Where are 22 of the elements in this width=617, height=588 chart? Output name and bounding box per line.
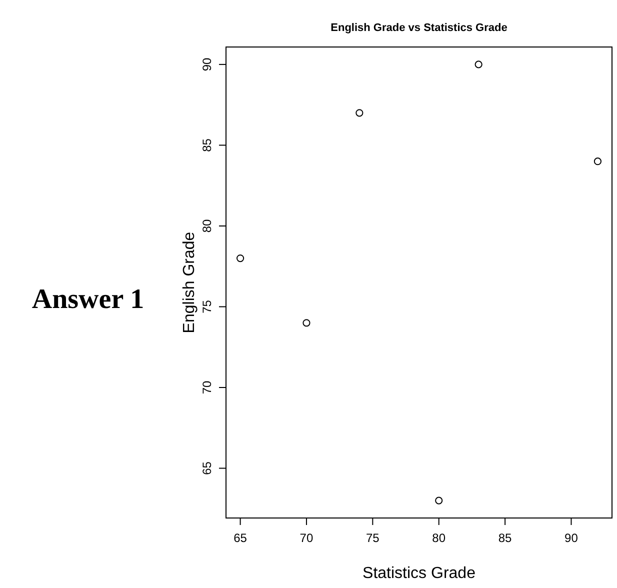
x-tick-label: 85 — [498, 531, 512, 545]
point — [356, 109, 364, 117]
x-axis-title: Statistics Grade — [362, 565, 476, 582]
point — [474, 60, 482, 68]
y-tick-label: 70 — [200, 380, 214, 394]
y-tick-label: 75 — [200, 300, 214, 314]
y-tick-label: 65 — [200, 461, 214, 475]
point — [302, 319, 310, 327]
text: Answer 1 — [32, 284, 144, 315]
point — [236, 254, 244, 262]
y-tick-label: 80 — [200, 218, 214, 233]
x-tick-label: 90 — [564, 531, 578, 545]
point — [435, 496, 443, 504]
x-tick-label: 70 — [300, 531, 314, 545]
x-tick-label: 65 — [234, 531, 248, 545]
y-axis-title: English Grade — [181, 232, 198, 334]
x-tick-label: 80 — [432, 531, 446, 545]
y-tick-label: 90 — [200, 57, 214, 72]
x-tick-label: 75 — [366, 531, 380, 545]
chart-title: English Grade vs Statistics Grade — [330, 22, 508, 34]
point — [594, 158, 602, 166]
y-tick-label: 85 — [200, 138, 214, 152]
